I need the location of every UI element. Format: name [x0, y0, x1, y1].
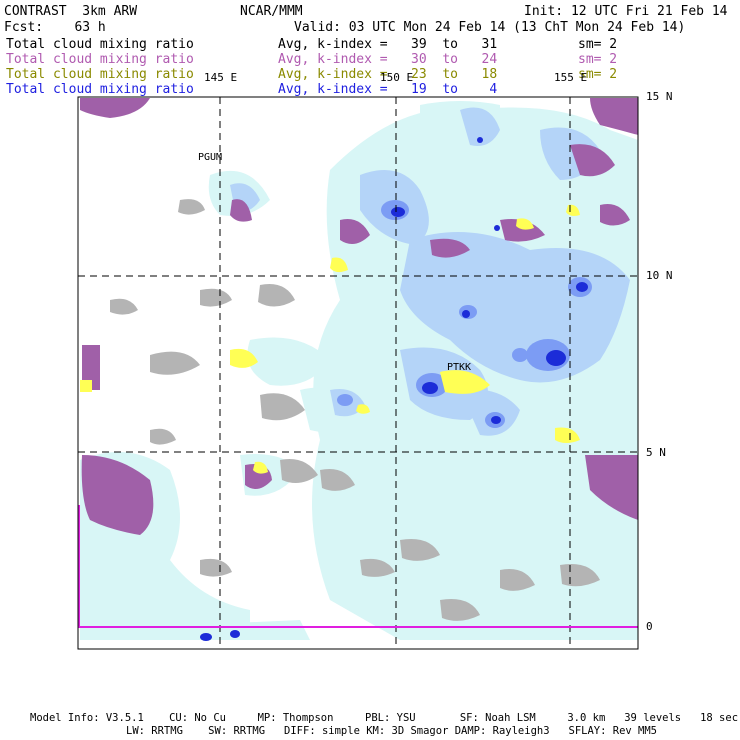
init-time: Init: 12 UTC Fri 21 Feb 14 — [524, 4, 728, 19]
legend-smooth-1: sm= 2 — [578, 37, 618, 52]
legend-field-4: Total cloud mixing ratio — [6, 82, 194, 97]
legend-stat-3: Avg, k-index = 23 to 18 — [278, 67, 498, 82]
lat-lon-grid — [78, 97, 638, 649]
map-frame — [77, 96, 639, 650]
legend-stat-2: Avg, k-index = 30 to 24 — [278, 52, 498, 67]
legend-smooth-2: sm= 2 — [578, 52, 618, 67]
model-info-line-2: LW: RRTMG SW: RRTMG DIFF: simple KM: 3D … — [126, 725, 658, 737]
legend-field-1: Total cloud mixing ratio — [6, 37, 194, 52]
legend-stat-1: Avg, k-index = 39 to 31 — [278, 37, 498, 52]
lon-label-150: 150 E — [380, 71, 414, 84]
yellow-clouds — [80, 204, 580, 474]
lat-label-15n: 15 N — [646, 90, 673, 103]
legend-smooth-3: sm= 2 — [578, 67, 618, 82]
station-pgum: PGUM — [198, 152, 223, 163]
lon-label-145: 145 E — [204, 71, 238, 84]
dark-blue-cores — [98, 137, 588, 641]
lat-label-5n: 5 N — [646, 446, 666, 459]
cloud-field — [80, 98, 638, 641]
model-title: CONTRAST 3km ARW — [4, 4, 138, 19]
center-title: NCAR/MMM — [240, 4, 303, 19]
model-info-line-1: Model Info: V3.5.1 CU: No Cu MP: Thompso… — [30, 712, 739, 724]
lat-label-10n: 10 N — [646, 269, 673, 282]
legend-field-2: Total cloud mixing ratio — [6, 52, 194, 67]
purple-clouds — [80, 98, 638, 535]
valid-time: Valid: 03 UTC Mon 24 Feb 14 (13 ChT Mon … — [294, 20, 686, 35]
light-blue-clouds — [85, 107, 630, 516]
station-ptkk: PTKK — [447, 362, 472, 373]
legend-field-3: Total cloud mixing ratio — [6, 67, 194, 82]
forecast-hour: Fcst: 63 h — [4, 20, 106, 35]
lat-label-0: 0 — [646, 620, 653, 633]
lon-label-155: 155 E — [554, 71, 588, 84]
legend-stat-4: Avg, k-index = 19 to 4 — [278, 82, 498, 97]
